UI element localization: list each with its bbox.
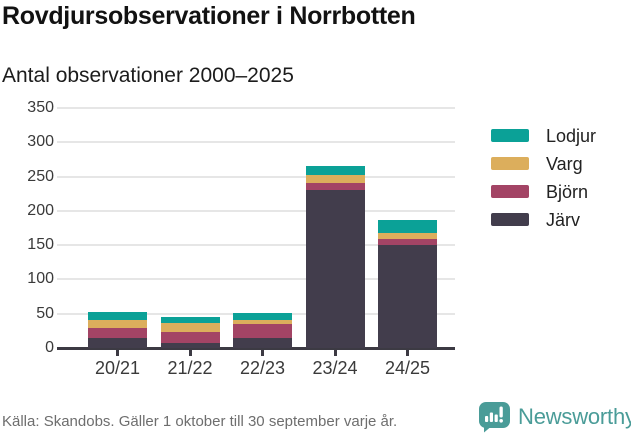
legend-label: Lodjur — [546, 125, 597, 146]
bar-segment-lodjur — [305, 166, 365, 176]
chart-subtitle: Antal observationer 2000–2025 — [2, 64, 294, 87]
bar-segment-lodjur — [160, 317, 220, 323]
y-gridline — [57, 107, 455, 109]
bar-segment-jrv — [378, 245, 437, 348]
bar-segment-jrv — [305, 189, 365, 348]
y-axis-tick-label: 250 — [27, 167, 54, 185]
y-axis-tick-label: 0 — [45, 339, 54, 356]
legend-label: Björn — [546, 181, 589, 202]
x-axis-tick — [333, 349, 337, 356]
y-gridline — [57, 278, 455, 281]
x-axis-tick-label: 24/25 — [384, 358, 431, 378]
bar-segment-jrv — [88, 338, 147, 348]
bar-segment-lodjur — [378, 219, 437, 234]
legend-label: Varg — [546, 153, 583, 174]
legend-swatch — [491, 157, 529, 170]
chart-title: Rovdjursobservationer i Norrbotten — [2, 2, 416, 30]
newsworthy-logo-icon — [479, 402, 510, 433]
brand: Newsworthy — [478, 401, 631, 433]
y-axis-tick-label: 150 — [27, 236, 54, 254]
y-gridline — [57, 141, 455, 144]
legend-item-varg: Varg — [491, 153, 596, 174]
bar-segment-lodjur — [233, 313, 292, 320]
bar-segment-varg — [233, 319, 292, 324]
bar-segment-jrv — [233, 338, 292, 348]
y-axis-tick-label: 350 — [27, 99, 54, 116]
legend-item-jrv: Järv — [491, 209, 596, 230]
bar-segment-jrv — [160, 343, 220, 348]
bar-segment-varg — [88, 319, 147, 329]
x-axis-tick — [188, 349, 192, 356]
x-axis-line — [57, 346, 455, 350]
x-axis-tick — [406, 349, 409, 356]
x-axis-tick — [261, 349, 264, 356]
bar-segment-varg — [305, 175, 365, 183]
brand-name: Newsworthy — [518, 404, 631, 429]
y-axis-tick-label: 100 — [27, 270, 54, 288]
x-axis-tick-label: 21/22 — [167, 358, 213, 378]
legend-item-bjrn: Björn — [491, 181, 596, 202]
bar-segment-bjrn — [378, 238, 437, 246]
bar-segment-bjrn — [160, 331, 220, 344]
y-gridline — [57, 209, 455, 212]
legend-label: Järv — [546, 209, 581, 230]
bar-segment-varg — [160, 322, 220, 332]
bar-segment-bjrn — [88, 328, 147, 339]
y-axis-tick-label: 200 — [27, 201, 54, 219]
x-axis-tick-label: 23/24 — [312, 358, 358, 378]
y-gridline — [57, 244, 455, 247]
x-axis-tick-label: 20/21 — [94, 358, 141, 378]
y-axis-tick-label: 300 — [27, 133, 54, 151]
legend: Lodjur Varg Björn Järv — [491, 125, 597, 241]
bar-segment-bjrn — [233, 324, 292, 339]
bar-segment-varg — [378, 233, 437, 239]
y-gridline — [57, 175, 455, 178]
x-axis-tick-label: 22/23 — [239, 358, 286, 378]
y-axis-tick-label: 50 — [36, 304, 54, 322]
legend-swatch — [491, 129, 529, 142]
bar-segment-bjrn — [305, 182, 365, 190]
legend-swatch — [491, 185, 529, 198]
bar-segment-lodjur — [88, 312, 147, 320]
source-note: Källa: Skandobs. Gäller 1 oktober till 3… — [2, 413, 398, 430]
x-axis-tick — [116, 349, 119, 356]
legend-swatch — [491, 213, 529, 226]
legend-item-lodjur: Lodjur — [491, 125, 597, 146]
